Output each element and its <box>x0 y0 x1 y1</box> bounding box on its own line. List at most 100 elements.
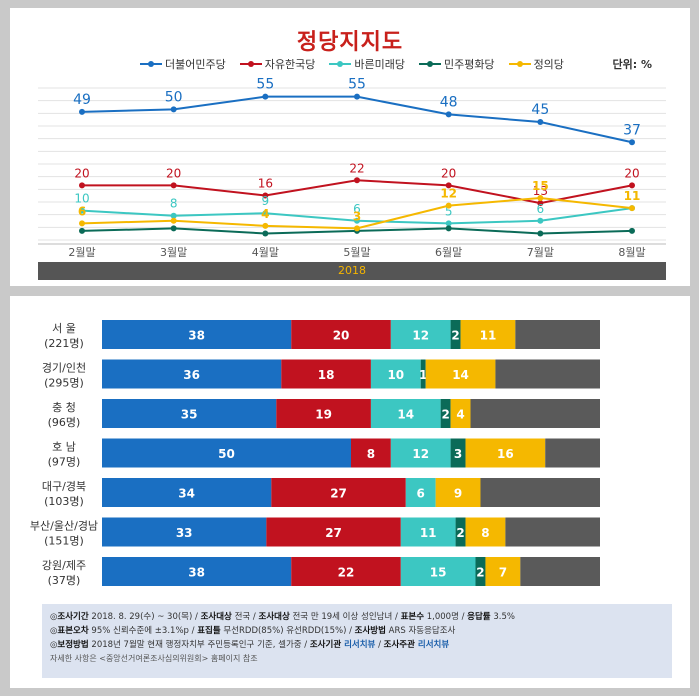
row-label: (103명) <box>44 495 84 508</box>
data-point <box>537 195 544 201</box>
data-point <box>629 139 635 146</box>
data-label: 16 <box>258 176 273 190</box>
data-label: 20 <box>166 166 181 180</box>
bar-value-label: 20 <box>333 329 350 343</box>
data-label: 15 <box>532 179 549 193</box>
data-label: 49 <box>73 92 91 108</box>
data-label: 6 <box>353 202 361 216</box>
data-label: 55 <box>348 77 366 93</box>
bar-segment <box>370 399 441 428</box>
data-point <box>262 222 269 229</box>
survey-notes: ◎조사기간 2018. 8. 29(수) ~ 30(목) / 조사대상 전국 /… <box>42 604 672 678</box>
bar-value-label: 35 <box>181 408 198 422</box>
bar-value-label: 7 <box>499 566 507 580</box>
data-label: 13 <box>533 184 548 198</box>
notes-line-1: ◎조사기간 2018. 8. 29(수) ~ 30(목) / 조사대상 전국 /… <box>50 612 515 622</box>
legend-swatch-icon <box>508 59 531 69</box>
bar-value-label: 8 <box>367 447 375 461</box>
legend-label: 바른미래당 <box>354 58 405 71</box>
bar-segment <box>266 517 401 547</box>
data-label: 20 <box>624 166 639 180</box>
bar-value-label: 50 <box>218 447 235 461</box>
bar-value-label: 22 <box>338 566 355 580</box>
bar-value-label: 8 <box>481 526 489 540</box>
row-label: 호 남 <box>52 441 76 454</box>
bar-value-label: 27 <box>325 526 342 540</box>
bar-value-label: 2 <box>476 566 484 580</box>
row-label: (97명) <box>48 456 81 469</box>
data-label: 11 <box>624 189 641 203</box>
chart-title: 정당지지도 <box>296 30 404 55</box>
bar-segment <box>400 557 476 586</box>
data-point <box>537 119 544 125</box>
data-point <box>629 205 635 212</box>
bar-segment <box>480 478 600 507</box>
bar-value-label: 9 <box>454 487 462 501</box>
data-point <box>445 111 452 118</box>
data-point <box>354 177 360 184</box>
data-label: 48 <box>440 94 458 110</box>
bar-segment <box>400 517 456 547</box>
data-point <box>170 217 177 224</box>
data-label: 3 <box>353 209 361 223</box>
data-point <box>79 182 85 189</box>
bar-segment <box>475 557 486 586</box>
row-label: 부산/울산/경남 <box>30 520 98 533</box>
bar-segment <box>390 438 451 468</box>
row-label: (295명) <box>44 377 84 390</box>
data-point <box>354 217 360 224</box>
data-point <box>262 192 269 199</box>
bar-segment <box>450 438 466 468</box>
bar-segment <box>440 399 451 428</box>
bar-value-label: 14 <box>397 408 414 422</box>
data-label: 10 <box>74 192 89 206</box>
legend-swatch-icon <box>140 59 162 69</box>
notes-line-3: ◎보정방법 2018년 7월말 현재 행정자치부 주민등록인구 기준, 셀가중 … <box>50 640 450 650</box>
bar-segment <box>470 399 600 428</box>
bar-value-label: 34 <box>178 487 195 501</box>
bar-value-label: 6 <box>417 487 425 501</box>
data-point <box>262 93 269 100</box>
x-tick-label: 8월말 <box>618 246 645 259</box>
data-point <box>445 202 452 209</box>
x-tick-label: 6월말 <box>435 246 462 259</box>
bar-segment <box>545 438 600 468</box>
data-point <box>354 225 360 232</box>
bar-value-label: 15 <box>430 566 447 580</box>
bar-value-label: 10 <box>387 368 404 382</box>
data-point <box>629 227 635 234</box>
bar-segment <box>102 359 282 389</box>
x-tick-label: 5월말 <box>343 246 370 259</box>
bar-segment <box>495 359 600 389</box>
data-label: 55 <box>256 77 274 93</box>
bar-segment <box>291 557 401 586</box>
data-point <box>445 220 452 227</box>
bar-segment <box>450 320 461 349</box>
bar-value-label: 11 <box>420 526 437 540</box>
bar-segment <box>405 478 436 507</box>
bar-segment <box>102 517 267 547</box>
x-tick-label: 7월말 <box>527 246 554 259</box>
bar-segment <box>465 438 546 468</box>
data-point <box>537 200 544 207</box>
bar-segment <box>460 320 516 349</box>
bar-segment <box>520 557 600 586</box>
data-point <box>170 212 177 219</box>
data-point <box>79 227 85 234</box>
line-chart-panel: 정당지지도 더불어민주당 자유한국당 바른미래당 민주평화당 정의당 단위: %… <box>10 8 690 286</box>
bar-value-label: 18 <box>318 368 335 382</box>
legend-item-democratic: 더불어민주당 <box>140 56 226 72</box>
row-label: 경기/인천 <box>42 361 86 375</box>
data-point <box>79 220 85 227</box>
bar-value-label: 16 <box>497 447 514 461</box>
bar-value-label: 14 <box>452 368 469 382</box>
data-point <box>629 182 635 189</box>
data-point <box>262 230 269 237</box>
bar-value-label: 2 <box>456 526 464 540</box>
bar-value-label: 38 <box>188 566 205 580</box>
bar-segment <box>291 320 391 349</box>
bar-value-label: 12 <box>412 329 429 343</box>
legend-label: 더불어민주당 <box>165 58 226 71</box>
data-point <box>79 108 85 115</box>
